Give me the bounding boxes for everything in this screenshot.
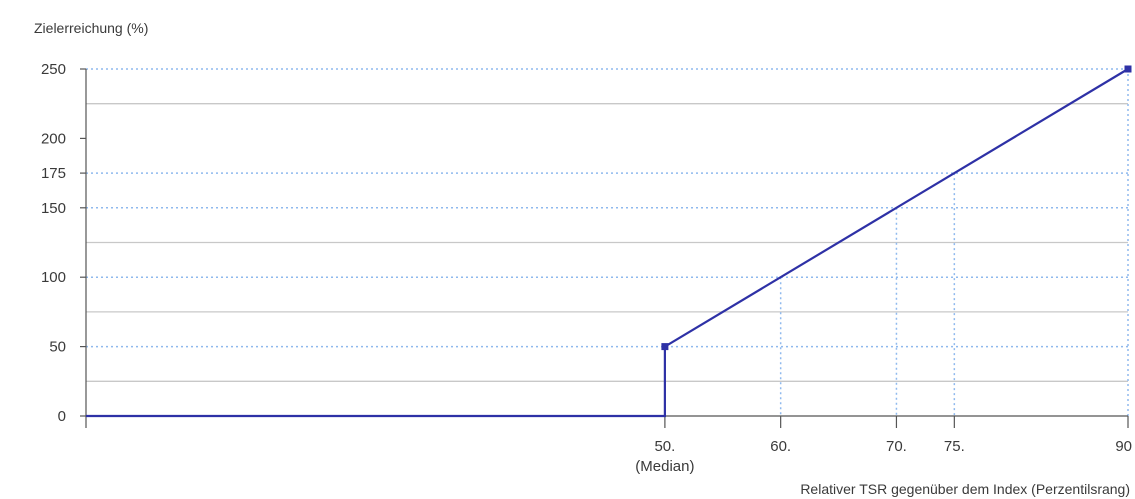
guide-layer xyxy=(86,68,1129,416)
series-layer xyxy=(86,65,1132,418)
y-tick-label-50: 50 xyxy=(49,339,66,356)
series-line-0 xyxy=(86,68,1129,418)
x-tick-sublabel-50: (Median) xyxy=(635,458,694,475)
grid-layer xyxy=(86,103,1128,382)
y-tick-label-250: 250 xyxy=(41,61,66,78)
y-tick-labels: 0 50 100 150 175 200 250 xyxy=(41,61,66,425)
x-tick-label-75: 75. xyxy=(944,438,965,455)
x-tick-labels: 50. (Median) 60. 70. 75. 90 xyxy=(635,438,1132,475)
x-tick-label-90: 90 xyxy=(1115,438,1132,455)
y-tick-label-100: 100 xyxy=(41,269,66,286)
axis-layer xyxy=(80,68,1129,428)
x-tick-label-60: 60. xyxy=(770,438,791,455)
x-tick-label-50: 50. xyxy=(654,438,675,455)
data-point-90-250 xyxy=(1124,65,1132,73)
x-tick-label-70: 70. xyxy=(886,438,907,455)
x-axis-title: Relativer TSR gegenüber dem Index (Perze… xyxy=(800,481,1130,497)
y-tick-label-200: 200 xyxy=(41,130,66,147)
data-point-50-50 xyxy=(661,343,669,351)
y-axis-title: Zielerreichung (%) xyxy=(34,20,148,36)
y-tick-label-175: 175 xyxy=(41,165,66,182)
y-tick-label-150: 150 xyxy=(41,200,66,217)
y-tick-label-0: 0 xyxy=(58,408,66,425)
